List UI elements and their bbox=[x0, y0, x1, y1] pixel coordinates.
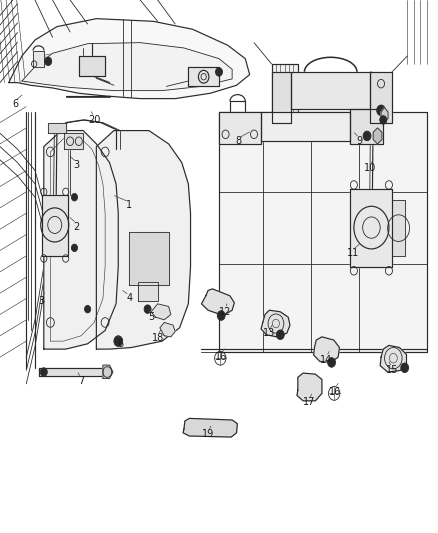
Text: 9: 9 bbox=[356, 136, 362, 146]
Circle shape bbox=[328, 358, 336, 367]
Circle shape bbox=[71, 244, 78, 252]
Polygon shape bbox=[219, 112, 261, 144]
Polygon shape bbox=[350, 189, 392, 266]
Polygon shape bbox=[370, 72, 392, 123]
Text: 6: 6 bbox=[12, 99, 18, 109]
Polygon shape bbox=[183, 418, 237, 437]
Text: 13: 13 bbox=[263, 328, 276, 338]
Polygon shape bbox=[64, 133, 83, 149]
Polygon shape bbox=[188, 67, 219, 86]
Polygon shape bbox=[129, 232, 169, 285]
Polygon shape bbox=[201, 289, 234, 316]
Polygon shape bbox=[103, 365, 113, 378]
Circle shape bbox=[114, 336, 123, 346]
Polygon shape bbox=[22, 43, 232, 91]
Polygon shape bbox=[272, 64, 298, 128]
Polygon shape bbox=[138, 282, 158, 301]
Circle shape bbox=[85, 305, 91, 313]
Text: 11: 11 bbox=[346, 248, 359, 258]
Polygon shape bbox=[219, 112, 427, 352]
Text: 2: 2 bbox=[74, 222, 80, 231]
Text: 4: 4 bbox=[126, 294, 132, 303]
Polygon shape bbox=[261, 112, 350, 141]
Text: 16: 16 bbox=[215, 352, 227, 362]
Text: 1: 1 bbox=[126, 200, 132, 210]
Circle shape bbox=[45, 57, 52, 66]
Polygon shape bbox=[291, 72, 370, 109]
Circle shape bbox=[377, 105, 385, 116]
Polygon shape bbox=[39, 368, 103, 376]
Polygon shape bbox=[9, 19, 250, 99]
Polygon shape bbox=[33, 51, 44, 67]
Text: 5: 5 bbox=[148, 312, 154, 322]
Polygon shape bbox=[79, 56, 105, 76]
Text: 19: 19 bbox=[202, 430, 214, 439]
Text: 15: 15 bbox=[386, 366, 398, 375]
Circle shape bbox=[71, 193, 78, 201]
Polygon shape bbox=[261, 310, 290, 337]
Circle shape bbox=[380, 116, 387, 124]
Polygon shape bbox=[48, 123, 66, 133]
Polygon shape bbox=[44, 131, 118, 349]
Circle shape bbox=[40, 368, 47, 376]
Polygon shape bbox=[96, 131, 191, 349]
Polygon shape bbox=[160, 322, 175, 337]
Text: 17: 17 bbox=[303, 398, 315, 407]
Text: 3: 3 bbox=[74, 160, 80, 170]
Text: 3: 3 bbox=[39, 296, 45, 306]
Polygon shape bbox=[272, 72, 291, 123]
Text: 20: 20 bbox=[88, 115, 100, 125]
Circle shape bbox=[363, 131, 371, 141]
Circle shape bbox=[401, 363, 409, 373]
Text: 6: 6 bbox=[117, 339, 124, 349]
Polygon shape bbox=[297, 373, 322, 401]
Polygon shape bbox=[380, 345, 406, 372]
Text: 8: 8 bbox=[236, 136, 242, 146]
Circle shape bbox=[144, 305, 151, 313]
Circle shape bbox=[217, 311, 225, 320]
Polygon shape bbox=[151, 304, 171, 320]
Text: 12: 12 bbox=[219, 307, 232, 317]
Polygon shape bbox=[314, 337, 339, 362]
Polygon shape bbox=[350, 109, 383, 144]
Polygon shape bbox=[392, 200, 405, 256]
Polygon shape bbox=[381, 108, 388, 123]
Polygon shape bbox=[373, 128, 382, 144]
Text: 10: 10 bbox=[364, 163, 376, 173]
Text: 16: 16 bbox=[329, 387, 341, 397]
Text: 7: 7 bbox=[78, 376, 84, 386]
Text: 18: 18 bbox=[152, 334, 164, 343]
Circle shape bbox=[276, 330, 284, 340]
Circle shape bbox=[215, 68, 223, 76]
Polygon shape bbox=[42, 195, 68, 256]
Text: 14: 14 bbox=[320, 355, 332, 365]
